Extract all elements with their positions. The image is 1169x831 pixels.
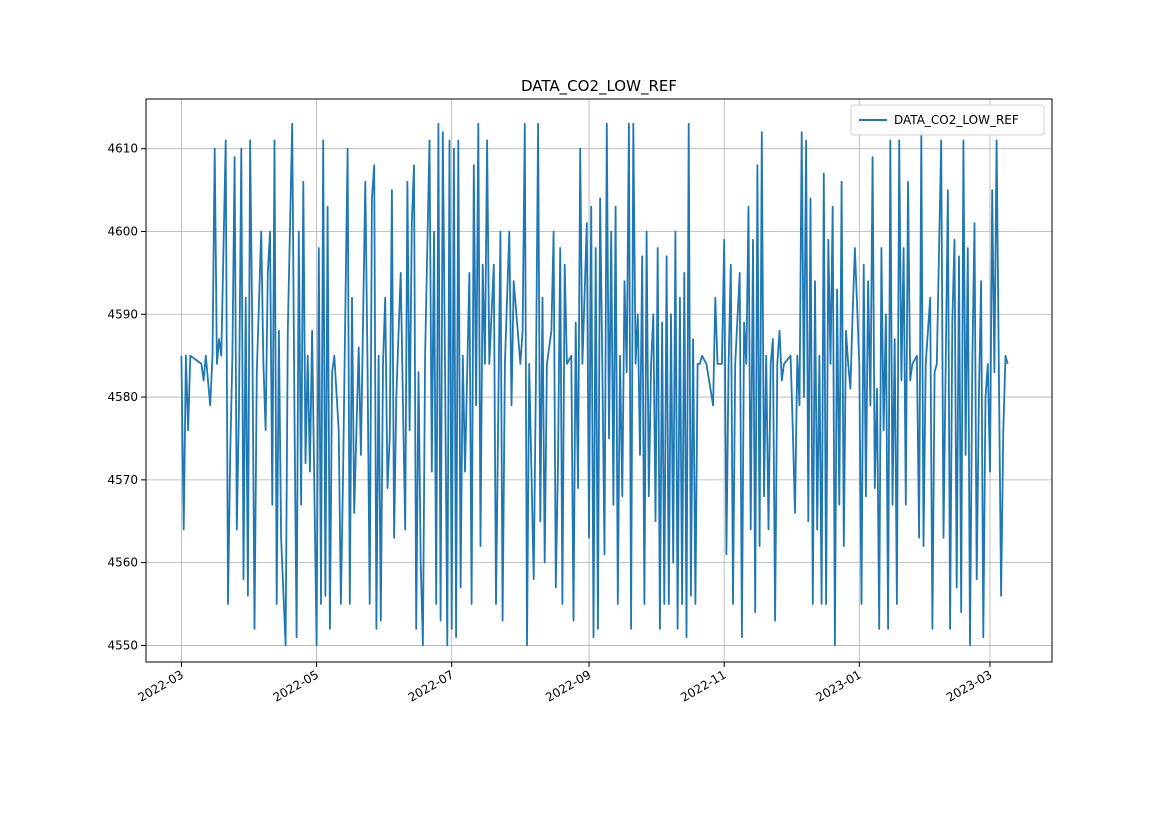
legend-box xyxy=(850,104,1045,136)
legend-label: DATA_CO2_LOW_REF xyxy=(894,113,1019,127)
legend[interactable]: DATA_CO2_LOW_REF xyxy=(850,104,1045,136)
plot-frame xyxy=(145,98,1053,663)
chart-title: DATA_CO2_LOW_REF xyxy=(521,77,677,96)
y-tick-label: 4600 xyxy=(107,224,138,238)
y-tick-label: 4610 xyxy=(107,142,138,156)
series-layer xyxy=(180,122,1009,647)
y-tick-label: 4570 xyxy=(107,473,138,487)
y-tick-label: 4550 xyxy=(107,638,138,652)
y-tick-label: 4590 xyxy=(107,307,138,321)
y-tick-label: 4580 xyxy=(107,390,138,404)
y-tick-label: 4560 xyxy=(107,556,138,570)
series-line xyxy=(180,122,1009,647)
y-axis: 4550 4560 4570 4580 4590 4600 4610 xyxy=(107,142,146,652)
